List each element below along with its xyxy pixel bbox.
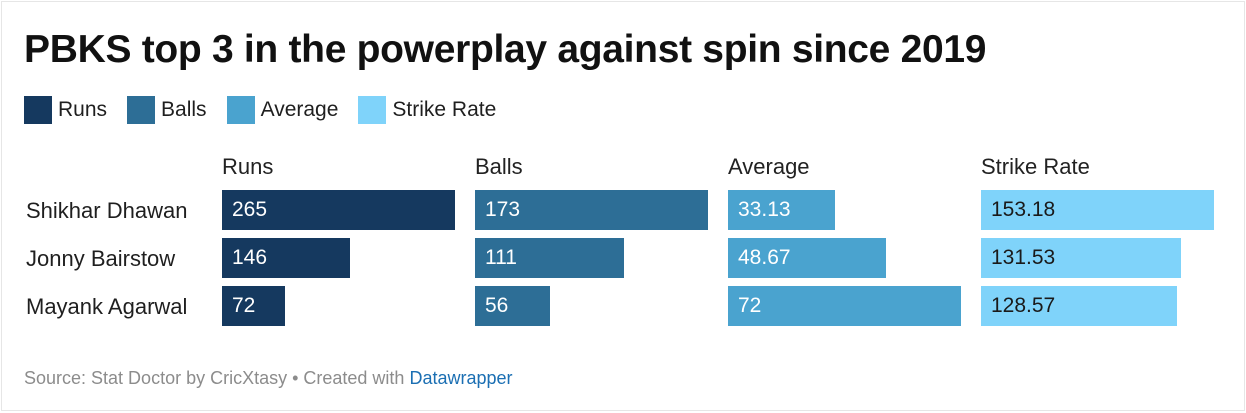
row-label-shikhar-dhawan: Shikhar Dhawan — [26, 198, 188, 223]
bar-value-label: 111 — [485, 246, 517, 269]
bar-value-label: 72 — [738, 294, 762, 317]
column-header-balls: Balls — [475, 154, 523, 179]
bar-runs-1 — [222, 238, 350, 278]
bar-value-label: 128.57 — [991, 294, 1056, 317]
legend-label: Runs — [58, 98, 108, 121]
legend-label: Strike Rate — [392, 98, 497, 121]
bar-value-label: 33.13 — [738, 198, 791, 221]
row-label-jonny-bairstow: Jonny Bairstow — [26, 246, 176, 271]
footer: Source: Stat Doctor by CricXtasy • Creat… — [24, 368, 513, 389]
bar-value-label: 153.18 — [991, 198, 1056, 221]
legend-item-average: Average — [226, 96, 339, 124]
bar-value-label: 72 — [232, 294, 256, 317]
bar-value-label: 131.53 — [991, 246, 1056, 269]
legend-item-strike-rate: Strike Rate — [358, 96, 496, 124]
bar-strike-rate-2 — [981, 286, 1177, 326]
legend-label: Average — [260, 98, 339, 121]
legend-swatch — [358, 96, 387, 124]
bar-value-label: 265 — [232, 198, 268, 221]
column-header-strike-rate: Strike Rate — [981, 154, 1090, 179]
bar-average-2 — [728, 286, 961, 326]
bar-runs-0 — [222, 190, 455, 230]
legend-swatch — [24, 96, 52, 124]
row-label-mayank-agarwal: Mayank Agarwal — [26, 294, 188, 319]
column-header-average: Average — [728, 154, 810, 179]
bar-value-label: 146 — [232, 246, 268, 269]
bar-average-0 — [728, 190, 835, 230]
legend-item-runs: Runs — [24, 96, 107, 124]
chart-title: PBKS top 3 in the powerplay against spin… — [24, 28, 987, 71]
bar-average-1 — [728, 238, 886, 278]
legend-item-balls: Balls — [127, 96, 207, 124]
bar-strike-rate-1 — [981, 238, 1181, 278]
bar-value-label: 173 — [485, 198, 521, 221]
bar-balls-2 — [475, 286, 550, 326]
legend-swatch — [226, 96, 255, 124]
datawrapper-link[interactable]: Datawrapper — [409, 368, 513, 388]
legend: Runs Balls Average Strike Rate — [24, 96, 496, 124]
bar-balls-0 — [475, 190, 708, 230]
bar-runs-2 — [222, 286, 285, 326]
legend-label: Balls — [161, 98, 207, 121]
source-text: Source: Stat Doctor by CricXtasy • Creat… — [24, 368, 410, 388]
legend-swatch — [127, 96, 156, 124]
column-header-runs: Runs — [222, 154, 274, 179]
bar-strike-rate-0 — [981, 190, 1214, 230]
bar-value-label: 56 — [485, 294, 509, 317]
bar-balls-1 — [475, 238, 624, 278]
bar-value-label: 48.67 — [738, 246, 791, 269]
